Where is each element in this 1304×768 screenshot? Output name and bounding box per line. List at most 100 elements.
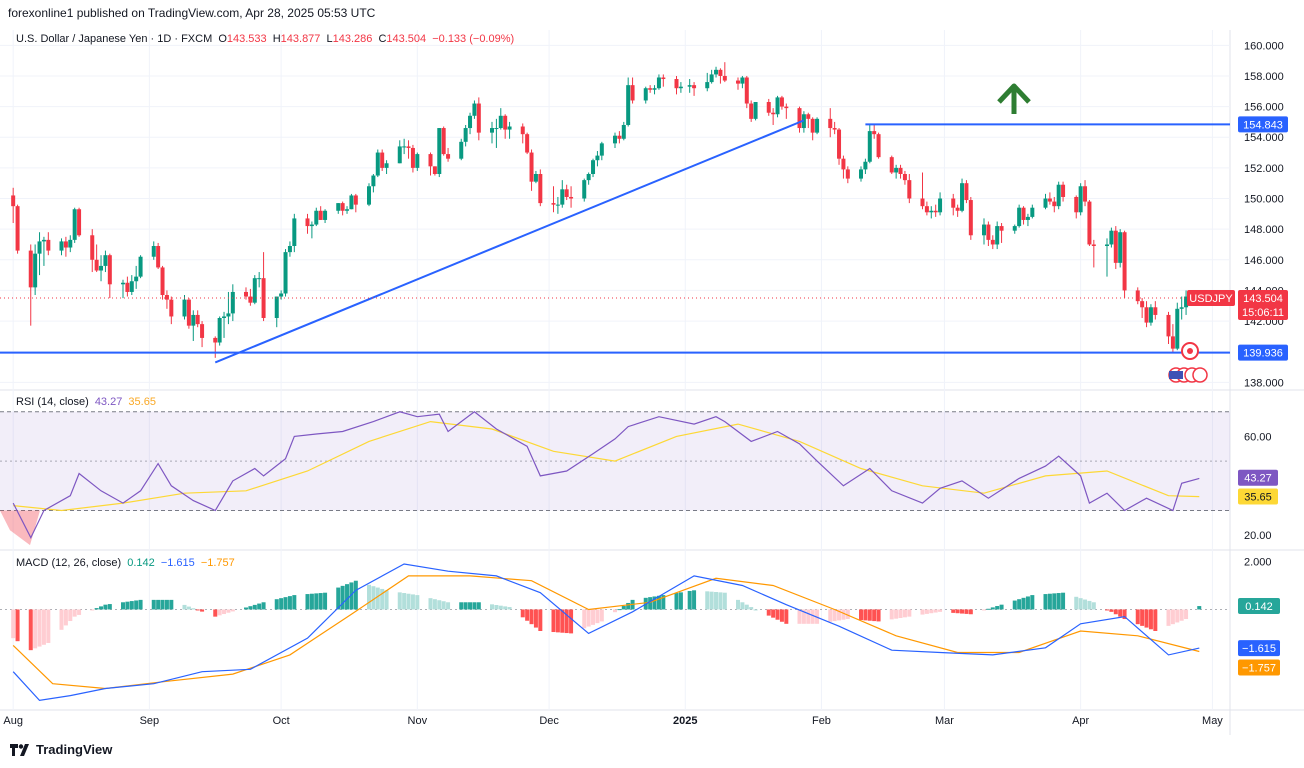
candle-body (832, 128, 837, 130)
candle-body (1083, 186, 1088, 202)
symbol-title: U.S. Dollar / Japanese Yen · 1D · FXCM (16, 33, 213, 45)
macd-histogram-bar (797, 609, 802, 624)
rsi-pane[interactable] (0, 411, 1230, 546)
price-tags: 154.843 139.936 USDJPY 143.504 15:06:11 43.27… (1187, 116, 1288, 676)
macd-histogram-bar (468, 602, 473, 610)
macd-histogram-bar (1148, 609, 1153, 630)
candle-body (244, 291, 248, 297)
candle-body (226, 313, 231, 317)
candle-body (432, 166, 437, 174)
macd-histogram-bar (1074, 596, 1079, 610)
us-flag-icon (1169, 371, 1183, 379)
candle-body (560, 189, 565, 205)
candle-body (384, 163, 389, 168)
candle-body (779, 97, 784, 107)
macd-histogram-bar (28, 609, 33, 651)
macd-histogram-bar (129, 601, 134, 610)
macd-histogram-bar (595, 609, 600, 624)
macd-histogram-bar (138, 599, 143, 610)
price-tick-label: 152.000 (1244, 163, 1284, 175)
candle-body (648, 88, 653, 90)
macd-hist-value: 0.142 (127, 557, 155, 569)
candle-body (986, 224, 991, 240)
candle-body (28, 250, 33, 288)
candle-body (138, 256, 143, 277)
macd-histogram-bar (894, 609, 899, 619)
macd-histogram-bar (938, 609, 943, 612)
event-marker-dot (1187, 348, 1193, 354)
candle-body (494, 128, 499, 130)
candle-body (186, 299, 191, 326)
candle-body (1017, 207, 1022, 227)
candle-body (68, 239, 73, 248)
macd-histogram-bar (705, 591, 710, 610)
candle-body (305, 218, 310, 227)
macd-histogram-bar (244, 607, 248, 610)
flag-event-icon (1192, 367, 1208, 383)
rsi-tick-label: 60.00 (1244, 431, 1272, 443)
candle-body (164, 295, 169, 300)
open-label: O (218, 33, 227, 45)
macd-histogram-bar (902, 609, 907, 618)
candle-body (1118, 232, 1123, 263)
candle-body (1144, 307, 1149, 323)
macd-pane[interactable] (0, 563, 1230, 702)
macd-histogram-bar (410, 594, 415, 610)
candle-body (933, 210, 938, 213)
candle-body (90, 235, 95, 260)
macd-histogram-bar (771, 609, 776, 618)
macd-value-label: −1.615 (1242, 643, 1276, 655)
candle-body (1113, 230, 1118, 263)
macd-histogram-bar (63, 609, 68, 626)
candle-body (1091, 244, 1096, 246)
macd-histogram-bar (1083, 599, 1088, 610)
macd-histogram-bar (257, 603, 262, 610)
candle-body (626, 85, 631, 125)
candle-body (169, 299, 174, 317)
candle-body (33, 253, 38, 288)
macd-histogram-bar (287, 596, 292, 610)
candle-body (736, 80, 740, 84)
candle-body (656, 77, 661, 89)
macd-histogram-bar (806, 609, 811, 624)
macd-histogram-bar (507, 607, 512, 610)
candle-body (507, 126, 512, 130)
macd-histogram-bar (213, 609, 218, 617)
macd-histogram-bar (274, 599, 279, 610)
macd-histogram-bar (837, 609, 842, 621)
candle-body (1012, 226, 1017, 231)
tradingview-logo[interactable]: TradingView (10, 742, 112, 757)
candle-body (252, 278, 257, 303)
time-tick-label: Apr (1072, 715, 1089, 727)
tradingview-brand: TradingView (36, 742, 113, 757)
price-tick-label: 150.000 (1244, 194, 1284, 206)
candle-body (134, 276, 139, 282)
macd-histogram-bar (1113, 609, 1118, 615)
macd-histogram-bar (191, 608, 196, 610)
macd-histogram-bar (722, 592, 727, 610)
candle-body (292, 218, 297, 246)
candle-body (156, 246, 161, 268)
rsi-tick-label: 20.00 (1244, 530, 1272, 542)
macd-histogram-bar (538, 609, 543, 631)
macd-title: MACD (12, 26, close) (16, 557, 122, 569)
macd-histogram-bar (490, 604, 494, 610)
time-tick-label: Mar (935, 715, 954, 727)
time-tick-label: Dec (539, 715, 559, 727)
macd-histogram-bar (692, 590, 697, 610)
macd-histogram-bar (1021, 597, 1026, 610)
candle-body (595, 155, 600, 161)
candle-body (1074, 196, 1079, 213)
macd-histogram-bar (318, 593, 323, 610)
macd-histogram-bar (160, 599, 165, 610)
macd-histogram-bar (766, 609, 771, 616)
macd-histogram-bar (1047, 593, 1052, 610)
candle-body (705, 82, 710, 89)
candle-body (889, 157, 894, 173)
candle-body (929, 210, 934, 213)
macd-histogram-bar (968, 609, 973, 615)
price-pane[interactable] (0, 62, 1230, 383)
macd-histogram-bar (90, 609, 95, 611)
candle-body (569, 196, 574, 199)
